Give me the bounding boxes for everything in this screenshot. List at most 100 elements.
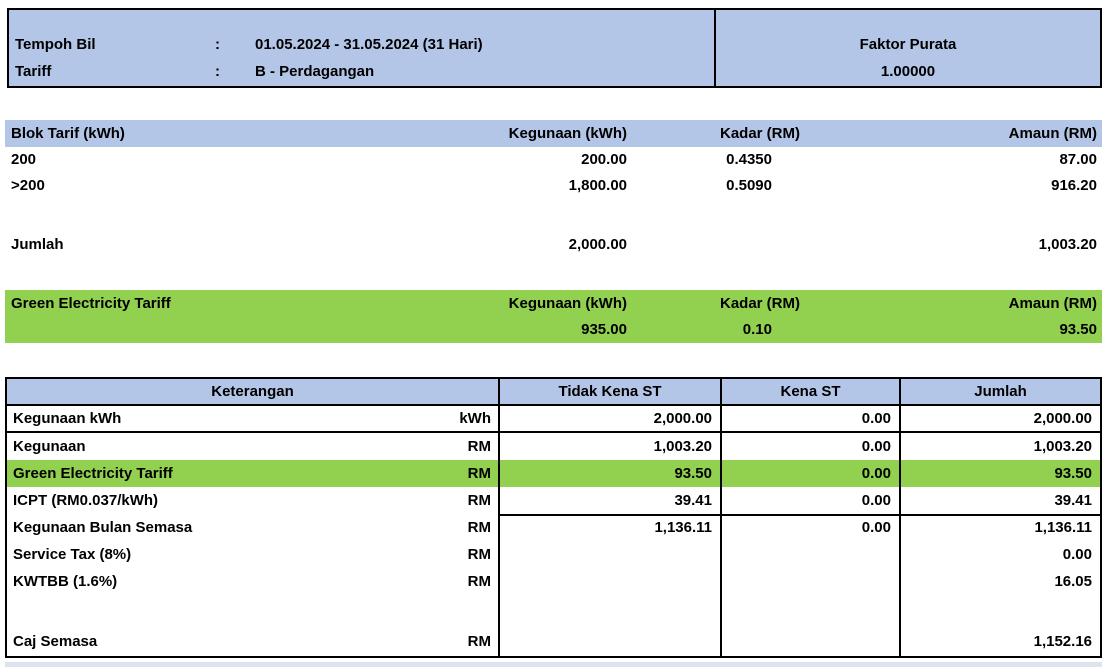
green-electricity-tariff-section: Green Electricity Tariff Kegunaan (kWh) …: [5, 290, 1102, 343]
kena-st-cell: 0.00: [720, 460, 899, 487]
tariff-colon: :: [215, 63, 220, 80]
tempoh-bil-value: 01.05.2024 - 31.05.2024 (31 Hari): [255, 36, 483, 53]
tidak-kena-st-cell: 93.50: [498, 460, 720, 487]
tidak-kena-st-cell: 1,136.11: [498, 514, 720, 541]
amaun-total-cell: 1,003.20: [1038, 236, 1097, 253]
summary-header-row: Keterangan Tidak Kena ST Kena ST Jumlah: [7, 379, 1100, 406]
caj-semasa-total-row: Caj Semasa RM 1,152.16: [7, 628, 1100, 656]
faktor-purata-label: Faktor Purata: [859, 36, 957, 53]
blok-tarif-header: Blok Tarif (kWh): [11, 125, 125, 142]
jumlah-cell: 39.41: [899, 487, 1100, 516]
kegunaan-header: Kegunaan (kWh): [508, 295, 627, 312]
jumlah-cell: 1,136.11: [899, 514, 1100, 541]
keterangan-cell: Green Electricity Tariff: [13, 465, 173, 482]
unit-cell: kWh: [459, 410, 491, 427]
jumlah-total-row: Jumlah 2,000.00 1,003.20: [5, 232, 1102, 258]
kadar-cell: 0.10: [742, 321, 772, 338]
empty-cell: [899, 595, 1100, 628]
tariff-row: Tariff : B - Perdagangan: [9, 58, 714, 85]
empty-cell: [720, 595, 899, 628]
unit-cell: RM: [467, 519, 491, 536]
table-row: Service Tax (8%) RM 0.00: [7, 541, 1100, 568]
kena-st-cell: 0.00: [720, 406, 899, 431]
table-row: >200 1,800.00 0.5090 916.20: [5, 173, 1102, 199]
empty-cell: [5, 317, 460, 343]
jumlah-cell: 1,152.16: [899, 628, 1100, 656]
bill-header-section: Tempoh Bil : 01.05.2024 - 31.05.2024 (31…: [7, 8, 1102, 88]
kena-st-cell: 0.00: [720, 487, 899, 516]
tidak-kena-st-header: Tidak Kena ST: [498, 379, 720, 404]
kegunaan-total-cell: 2,000.00: [568, 236, 627, 253]
amaun-cell: 916.20: [1051, 177, 1097, 194]
kegunaan-cell: 935.00: [581, 321, 627, 338]
unit-cell: RM: [467, 546, 491, 563]
tidak-kena-st-cell: [498, 628, 720, 656]
amaun-header: Amaun (RM): [1008, 125, 1097, 142]
jumlah-cell: 0.00: [899, 541, 1100, 568]
kena-st-header: Kena ST: [720, 379, 899, 404]
kegunaan-cell: 1,800.00: [568, 177, 627, 194]
empty-cell: [415, 595, 498, 628]
table-row: Kegunaan kWh kWh 2,000.00 0.00 2,000.00: [7, 406, 1100, 433]
kadar-cell: 0.4350: [726, 151, 772, 168]
kadar-header: Kadar (RM): [719, 295, 800, 312]
keterangan-cell: Service Tax (8%): [13, 546, 132, 563]
next-row-partial-strip: [5, 662, 1102, 667]
tempoh-bil-row: Tempoh Bil : 01.05.2024 - 31.05.2024 (31…: [9, 31, 714, 58]
kena-st-cell: 0.00: [720, 514, 899, 541]
kena-st-cell: 0.00: [720, 433, 899, 460]
tidak-kena-st-cell: 39.41: [498, 487, 720, 516]
unit-cell: RM: [467, 633, 491, 650]
tidak-kena-st-cell: 2,000.00: [498, 406, 720, 431]
blok-tarif-table: Blok Tarif (kWh) Kegunaan (kWh) Kadar (R…: [5, 120, 1102, 258]
amaun-cell: 93.50: [1059, 321, 1097, 338]
tidak-kena-st-cell: 1,003.20: [498, 433, 720, 460]
green-electricity-tariff-row: Green Electricity Tariff RM 93.50 0.00 9…: [7, 460, 1100, 487]
spacer-row: [7, 595, 1100, 628]
spacer-row: [5, 199, 1102, 232]
jumlah-label: Jumlah: [11, 236, 64, 253]
tariff-value: B - Perdagangan: [255, 63, 375, 80]
keterangan-cell: ICPT (RM0.037/kWh): [13, 492, 159, 509]
green-tariff-title: Green Electricity Tariff: [11, 295, 171, 312]
table-row: KWTBB (1.6%) RM 16.05: [7, 568, 1100, 595]
summary-table: Keterangan Tidak Kena ST Kena ST Jumlah …: [5, 377, 1102, 658]
faktor-purata-value: 1.00000: [880, 63, 936, 80]
kadar-header: Kadar (RM): [719, 125, 800, 142]
table-row: Kegunaan Bulan Semasa RM 1,136.11 0.00 1…: [7, 514, 1100, 541]
unit-cell: RM: [467, 492, 491, 509]
amaun-cell: 87.00: [1059, 151, 1097, 168]
keterangan-cell: Kegunaan Bulan Semasa: [13, 519, 193, 536]
tariff-label: Tariff: [15, 63, 52, 80]
table-row: 200 200.00 0.4350 87.00: [5, 147, 1102, 173]
blok-tarif-header-row: Blok Tarif (kWh) Kegunaan (kWh) Kadar (R…: [5, 120, 1102, 147]
blok-cell: 200: [11, 151, 37, 168]
tempoh-bil-colon: :: [215, 36, 220, 53]
keterangan-cell: KWTBB (1.6%): [13, 573, 118, 590]
tidak-kena-st-cell: [498, 568, 720, 595]
blok-cell: >200: [11, 177, 45, 194]
tidak-kena-st-cell: [498, 541, 720, 568]
green-tariff-header-row: Green Electricity Tariff Kegunaan (kWh) …: [5, 290, 1102, 317]
kena-st-cell: [720, 628, 899, 656]
keterangan-header: Keterangan: [211, 383, 294, 400]
amaun-header: Amaun (RM): [1008, 295, 1097, 312]
unit-cell: RM: [467, 465, 491, 482]
empty-cell: [7, 595, 415, 628]
green-tariff-value-row: 935.00 0.10 93.50: [5, 317, 1102, 343]
table-row: ICPT (RM0.037/kWh) RM 39.41 0.00 39.41: [7, 487, 1100, 516]
jumlah-header: Jumlah: [899, 379, 1100, 404]
kegunaan-header: Kegunaan (kWh): [508, 125, 627, 142]
unit-cell: RM: [467, 573, 491, 590]
jumlah-cell: 16.05: [899, 568, 1100, 595]
kadar-total-cell: [632, 232, 810, 258]
caj-semasa-label: Caj Semasa: [13, 633, 98, 650]
empty-cell: [498, 595, 720, 628]
keterangan-cell: Kegunaan: [13, 438, 86, 455]
kena-st-cell: [720, 568, 899, 595]
keterangan-cell: Kegunaan kWh: [13, 410, 122, 427]
bill-period-box: Tempoh Bil : 01.05.2024 - 31.05.2024 (31…: [7, 8, 716, 88]
jumlah-cell: 1,003.20: [899, 433, 1100, 460]
kegunaan-cell: 200.00: [581, 151, 627, 168]
faktor-purata-box: Faktor Purata 1.00000: [716, 8, 1102, 88]
